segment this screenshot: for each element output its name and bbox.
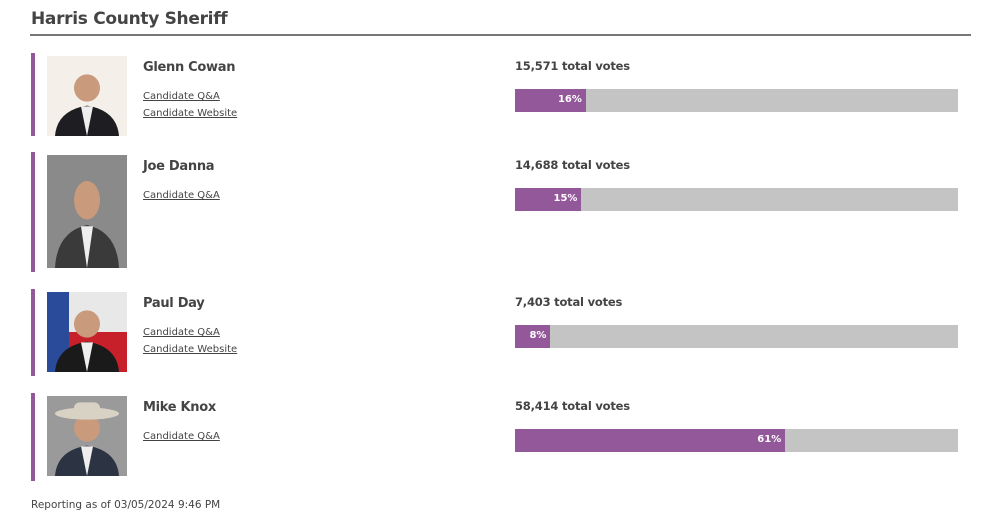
photo-art <box>47 155 127 268</box>
vote-bar: 61% <box>515 429 786 452</box>
percent-label: 61% <box>757 434 782 445</box>
section-title: Harris County Sheriff <box>31 9 228 29</box>
candidate-link[interactable]: Candidate Q&A <box>143 431 220 442</box>
reporting-note: Reporting as of 03/05/2024 9:46 PM <box>31 499 221 511</box>
candidate-name: Paul Day <box>143 296 205 311</box>
photo-art <box>47 56 127 136</box>
candidate-row: Mike Knox Candidate Q&A 58,414 total votes… <box>31 393 975 481</box>
candidate-link[interactable]: Candidate Website <box>143 108 238 119</box>
bar-track: 15% <box>515 188 958 211</box>
candidate-name: Joe Danna <box>143 159 215 174</box>
candidate-photo <box>47 292 127 372</box>
candidate-link[interactable]: Candidate Q&A <box>143 327 220 338</box>
vote-bar: 15% <box>515 188 582 211</box>
candidate-name: Mike Knox <box>143 400 216 415</box>
vote-total: 7,403 total votes <box>515 295 623 309</box>
candidate-row: Joe Danna Candidate Q&A 14,688 total votes… <box>31 152 975 272</box>
candidate-photo <box>47 155 127 268</box>
candidate-link[interactable]: Candidate Q&A <box>143 91 220 102</box>
candidate-row: Glenn Cowan Candidate Q&A Candidate Websit… <box>31 53 975 136</box>
bar-track: 16% <box>515 89 958 112</box>
percent-label: 15% <box>553 193 578 204</box>
photo-art <box>47 292 127 372</box>
bar-track: 8% <box>515 325 958 348</box>
title-rule <box>30 34 971 36</box>
percent-label: 8% <box>529 330 547 341</box>
candidate-photo <box>47 56 127 136</box>
candidate-row: Paul Day Candidate Q&A Candidate Website 7,… <box>31 289 975 376</box>
vote-total: 58,414 total votes <box>515 399 630 413</box>
vote-total: 14,688 total votes <box>515 158 630 172</box>
candidate-link[interactable]: Candidate Website <box>143 344 238 355</box>
candidate-name: Glenn Cowan <box>143 60 236 75</box>
photo-art <box>47 396 127 476</box>
vote-total: 15,571 total votes <box>515 59 630 73</box>
candidate-photo <box>47 396 127 476</box>
bar-track: 61% <box>515 429 958 452</box>
candidate-link[interactable]: Candidate Q&A <box>143 190 220 201</box>
percent-label: 16% <box>557 94 582 105</box>
vote-bar: 8% <box>515 325 551 348</box>
vote-bar: 16% <box>515 89 586 112</box>
